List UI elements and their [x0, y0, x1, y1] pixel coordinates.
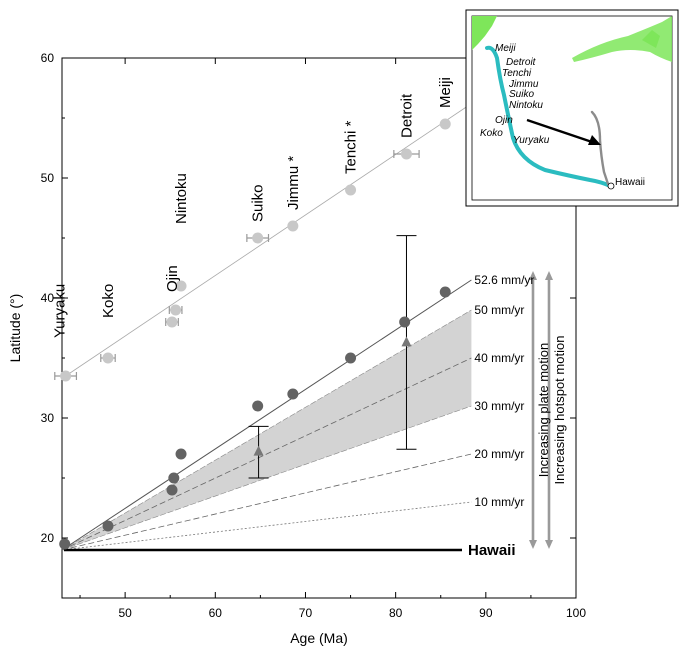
seamount-label: Meiji: [437, 77, 454, 108]
rate-line: [61, 453, 472, 551]
seamount-label: Ojin: [164, 265, 181, 292]
land-aleutians-alaska: [572, 16, 672, 62]
motion-arrow: [529, 271, 537, 549]
arrow-head-down: [529, 540, 537, 549]
seamount-point: [439, 118, 451, 130]
model-point: [399, 316, 411, 328]
x-tick-label: 100: [566, 606, 586, 620]
model-point: [345, 352, 357, 364]
rate-line-label: 40 mm/yr: [474, 351, 524, 365]
model-point: [252, 400, 264, 412]
points-layer: [59, 118, 451, 550]
paleomag-triangle: [253, 445, 264, 456]
seamount-label: Yuryaku: [52, 284, 69, 338]
model-point: [175, 448, 187, 460]
y-tick-label: 20: [41, 531, 55, 545]
seamount-label: Nintoku: [173, 173, 190, 224]
seamount-label: Tenchi *: [343, 120, 360, 174]
model-point: [59, 538, 71, 550]
seamount-point: [287, 220, 299, 232]
rate-line-label: 10 mm/yr: [474, 495, 524, 509]
model-point: [168, 472, 180, 484]
inset-map-label: Jimmu: [508, 79, 539, 90]
y-tick-label: 50: [41, 171, 55, 185]
land-islands: [642, 30, 660, 48]
inset-map-arrow: [526, 118, 601, 145]
hotspot-track: [590, 110, 610, 186]
seamount-point: [60, 370, 72, 382]
inset-map-label: Detroit: [506, 57, 537, 68]
rate-lines-layer: [61, 105, 472, 551]
seamount-point: [175, 280, 187, 292]
inset-map-label: Hawaii: [615, 177, 645, 188]
inset-map-label: Koko: [480, 128, 503, 139]
arrow-head-down: [545, 540, 553, 549]
rate-line-label: 20 mm/yr: [474, 447, 524, 461]
rate-line: [61, 357, 472, 551]
seamount-label: Jimmu *: [285, 156, 302, 210]
x-tick-label: 70: [299, 606, 313, 620]
y-tick-label: 40: [41, 291, 55, 305]
rate-line-label: 50 mm/yr: [474, 303, 524, 317]
model-point: [102, 520, 114, 532]
seamount-trend-line: [65, 105, 469, 377]
inset-map-label: Meiji: [495, 43, 516, 54]
seamount-point: [170, 304, 182, 316]
x-tick-label: 90: [479, 606, 493, 620]
motion-arrows-layer: [529, 271, 553, 549]
seamount-point: [400, 148, 412, 160]
seamount-label: Koko: [100, 284, 117, 318]
seamount-label: Suiko: [250, 184, 267, 222]
inset-map-label: Ojin: [495, 115, 513, 126]
inset-map-label: Nintoku: [509, 100, 543, 111]
arrow-head-up: [529, 271, 537, 280]
motion-arrow-label: Increasing plate motion: [536, 343, 551, 477]
y-axis-title: Latitude (°): [7, 294, 23, 363]
inset-map-chain: [485, 45, 612, 188]
seamount-point: [166, 316, 178, 328]
hawaii-label: Hawaii: [468, 542, 516, 559]
seamount-point: [252, 232, 264, 244]
inset-map-label: Tenchi: [502, 68, 532, 79]
seamount-label: Detroit: [398, 93, 415, 138]
inset-map-land: [472, 16, 672, 62]
y-tick-label: 60: [41, 51, 55, 65]
x-axis-title: Age (Ma): [290, 630, 348, 646]
motion-arrow: [545, 271, 553, 549]
seamount-point: [102, 352, 114, 364]
hawaii-marker: [607, 182, 615, 190]
model-point: [439, 286, 451, 298]
inset-map-inner-frame: [471, 15, 673, 201]
rate-line: [61, 501, 472, 551]
emperor-hawaiian-chain: [485, 45, 612, 188]
inset-map-label: Suiko: [509, 89, 534, 100]
model-point: [287, 388, 299, 400]
x-tick-label: 80: [389, 606, 403, 620]
land-asia: [472, 16, 497, 50]
y-tick-label: 30: [41, 411, 55, 425]
arrow-head-up: [545, 271, 553, 280]
x-tick-label: 50: [118, 606, 132, 620]
axes-layer: 50 60 70 80 90 100 20 30 40 50 60: [41, 51, 587, 620]
inset-map-label: Yuryaku: [513, 135, 550, 146]
seamount-point: [345, 184, 357, 196]
plot-frame: [61, 57, 577, 599]
x-tick-label: 60: [209, 606, 223, 620]
rate-line-label: 30 mm/yr: [474, 399, 524, 413]
motion-arrow-label: Increasing hotspot motion: [552, 336, 567, 485]
rate-line-label: 52.6 mm/yr: [474, 273, 534, 287]
labels-layer: 52.6 mm/yr 50 mm/yr 40 mm/yr 30 mm/yr 20 mm/…: [52, 77, 567, 559]
paleomag-triangle: [401, 336, 412, 347]
model-point: [166, 484, 178, 496]
inset-map-track: [590, 110, 610, 186]
rate-line: [61, 309, 472, 551]
